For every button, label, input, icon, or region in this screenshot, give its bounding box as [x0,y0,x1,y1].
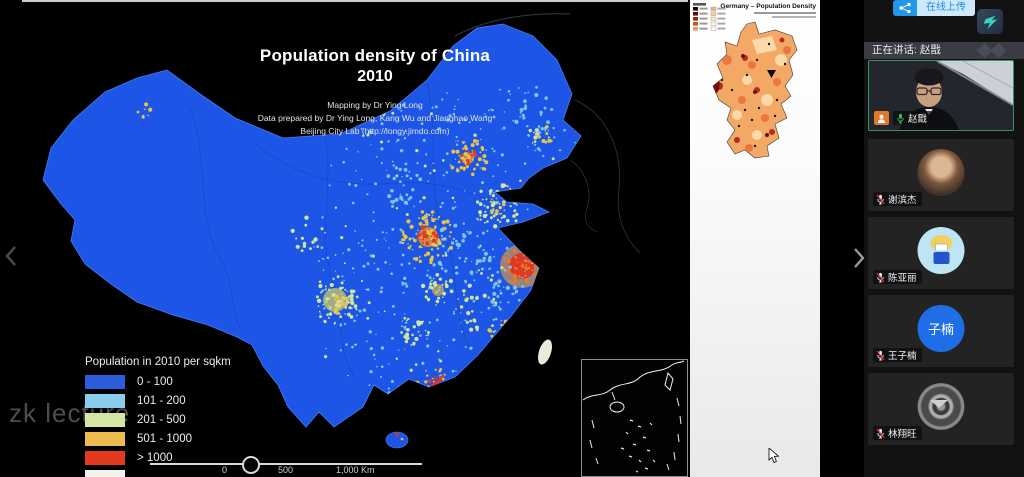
cloud-share-icon [893,0,917,16]
map-credit-2: Data prepared by Dr Ying Long, Kang Wu a… [257,113,493,123]
legend-row [85,470,315,477]
mic-on-icon [897,113,904,123]
legend-row: 101 - 200 [85,394,315,408]
map-title-block: Population density of China 2010 Mapping… [235,46,515,139]
scroll-down-arrow[interactable] [930,400,948,408]
germany-map-legend [693,3,726,31]
south-china-sea-inset [581,359,688,477]
legend-swatch [85,470,125,477]
legend-swatch [85,432,125,446]
legend-label: 501 - 1000 [137,433,192,445]
legend-row: > 1000 [85,451,315,465]
legend-label: 0 - 100 [137,376,173,388]
germany-map-title: Germany – Population Density [720,3,816,10]
presenter-icon [874,111,889,125]
china-outline [42,23,582,428]
legend-swatch [85,413,125,427]
germany-map-source-text [772,16,816,18]
upload-button[interactable]: 在线上传 [893,0,975,16]
mic-muted-icon [876,194,885,204]
next-slide-chevron[interactable] [852,246,866,270]
participant-name: 陈亚丽 [888,273,917,284]
legend-swatch [85,375,125,389]
scalebar-tick-500: 500 [278,465,294,475]
mouse-cursor [768,448,780,464]
map-credit-3: Beijing City Lab (http://longy.jimdo.com… [300,126,450,136]
participant-name-row: 林翔旺 [873,426,922,440]
germany-population-map [712,21,798,159]
speaker-video-tile[interactable]: 赵戬 [868,60,1014,131]
legend-swatch [85,451,125,465]
legend-title: Population in 2010 per sqkm [85,356,231,368]
app-logo[interactable] [977,9,1003,34]
speaking-banner: 正在讲话: 赵戬 [864,42,1024,59]
previous-slide-chevron[interactable] [4,244,18,268]
participant-tile[interactable]: 子楠 王子楠 [868,295,1014,367]
participants-panel: 正在讲话: 赵戬 [864,0,1024,477]
upload-button-label: 在线上传 [917,0,975,16]
speaking-banner-text: 正在讲话: 赵戬 [872,44,941,56]
mic-muted-icon [876,272,885,282]
germany-slide: Germany – Population Density [690,0,820,477]
map-credit-1: Mapping by Dr Ying Long [327,100,423,110]
scalebar-tick-1000: 1,000 Km [336,465,375,475]
participant-avatar: 子楠 [917,305,965,352]
map-year: 2010 [357,68,393,85]
banner-watermark-icon [990,42,1007,59]
map-scalebar: 0 500 1,000 Km [150,452,440,477]
participant-name-row: 陈亚丽 [873,270,922,284]
germany-map-source-text [754,12,816,14]
map-legend: Population in 2010 per sqkm 0 - 100 101 … [85,356,315,477]
slide-top-edge [22,0,688,2]
participant-name: 谢滨杰 [888,195,917,206]
participant-name: 林翔旺 [888,429,917,440]
legend-row: 201 - 500 [85,413,315,427]
legend-label: > 1000 [137,452,173,464]
participant-tile[interactable]: 谢滨杰 [868,139,1014,211]
participant-name: 赵戬 [908,114,928,125]
participant-name: 王子楠 [888,351,917,362]
mic-muted-icon [876,350,885,360]
participant-name-row: 谢滨杰 [873,192,922,206]
participant-name-row: 王子楠 [873,348,922,362]
legend-label: 101 - 200 [137,395,186,407]
participant-avatar [917,227,965,274]
legend-swatch [85,394,125,408]
speaker-name-row: 赵戬 [893,111,933,125]
legend-label: 201 - 500 [137,414,186,426]
scalebar-line [150,463,422,465]
legend-row: 0 - 100 [85,375,315,389]
scalebar-tick-0: 0 [222,465,228,475]
mic-muted-icon [876,428,885,438]
map-title: Population density of China [259,46,491,65]
scalebar-ring [242,456,260,474]
china-population-map [42,13,641,449]
participant-tile[interactable]: 林翔旺 [868,373,1014,445]
participant-tile[interactable]: 陈亚丽 [868,217,1014,289]
avatar-initials: 子楠 [927,322,954,337]
participant-avatar [917,149,965,196]
speaker-video [869,61,1013,130]
legend-row: 501 - 1000 [85,432,315,446]
